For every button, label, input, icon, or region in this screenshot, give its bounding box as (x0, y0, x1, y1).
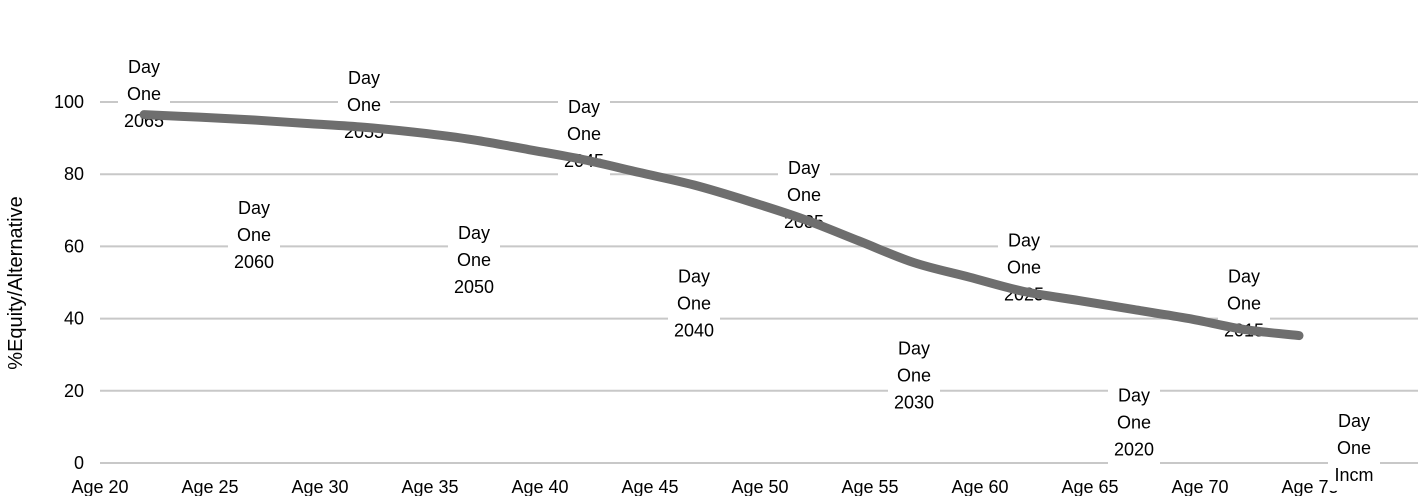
annotation-text: 2020 (1114, 440, 1154, 460)
annotation-text: Day (678, 266, 710, 286)
annotation-text: One (347, 95, 381, 115)
annotation-label: Day One 2060 (228, 192, 280, 278)
x-tick-label: Age 25 (181, 477, 238, 496)
annotations: DayOne2065DayOne2060DayOne2055DayOne2050… (118, 52, 1380, 491)
y-axis-ticks: 0 20 40 60 80 100 (54, 92, 84, 473)
annotation-text: One (1227, 293, 1261, 313)
y-axis-label: %Equity/Alternative (5, 196, 27, 369)
x-tick-label: Age 35 (401, 477, 458, 496)
annotation-text: Day (458, 223, 490, 243)
annotation-label: Day One 2030 (888, 333, 940, 419)
x-tick-label: Age 50 (731, 477, 788, 496)
annotation-background (668, 261, 720, 347)
gridlines (100, 101, 1418, 464)
annotation-text: One (677, 293, 711, 313)
annotation-text: Day (898, 339, 930, 359)
annotation-text: One (567, 124, 601, 144)
annotation-text: One (127, 84, 161, 104)
annotation-text: One (1337, 438, 1371, 458)
annotation-text: Incm (1334, 465, 1373, 485)
annotation-label: Day One Incm (1328, 405, 1380, 491)
annotation-text: One (1117, 413, 1151, 433)
x-tick-label: Age 55 (841, 477, 898, 496)
annotation-text: 2030 (894, 393, 934, 413)
y-tick-label: 80 (64, 164, 84, 184)
x-tick-label: Age 75 (1281, 477, 1338, 496)
annotation-text: Day (1228, 266, 1260, 286)
x-tick-label: Age 65 (1061, 477, 1118, 496)
annotation-background (228, 192, 280, 278)
annotation-background (1328, 405, 1380, 491)
x-tick-label: Age 20 (71, 477, 128, 496)
annotation-text: 2060 (234, 252, 274, 272)
x-tick-label: Age 70 (1171, 477, 1228, 496)
annotation-text: Day (568, 97, 600, 117)
y-tick-label: 40 (64, 309, 84, 329)
y-tick-label: 0 (74, 453, 84, 473)
annotation-text: One (457, 250, 491, 270)
annotation-background (118, 52, 170, 138)
annotation-text: One (787, 185, 821, 205)
annotation-text: Day (1008, 230, 1040, 250)
annotation-text: 2040 (674, 320, 714, 340)
y-tick-label: 100 (54, 92, 84, 112)
y-tick-label: 20 (64, 381, 84, 401)
x-tick-label: Age 30 (291, 477, 348, 496)
annotation-background (1108, 380, 1160, 466)
annotation-text: One (897, 366, 931, 386)
annotation-background (448, 218, 500, 304)
annotation-text: Day (348, 68, 380, 88)
x-tick-label: Age 40 (511, 477, 568, 496)
annotation-text: Day (128, 57, 160, 77)
annotation-background (888, 333, 940, 419)
annotation-text: One (1007, 257, 1041, 277)
annotation-text: Day (238, 198, 270, 218)
annotation-text: One (237, 225, 271, 245)
annotation-text: 2050 (454, 277, 494, 297)
series-line (139, 110, 1304, 341)
x-tick-label: Age 60 (951, 477, 1008, 496)
annotation-text: Day (788, 158, 820, 178)
annotation-text: Day (1118, 386, 1150, 406)
x-axis-ticks: Age 20 Age 25 Age 30 Age 35 Age 40 Age 45 Age … (71, 477, 1338, 496)
annotation-background (338, 62, 390, 148)
y-tick-label: 60 (64, 236, 84, 256)
annotation-label: Day One 2040 (668, 261, 720, 347)
annotation-label: Day One 2020 (1108, 380, 1160, 466)
annotation-text: Day (1338, 411, 1370, 431)
x-tick-label: Age 45 (621, 477, 678, 496)
annotation-label: Day One 2050 (448, 218, 500, 304)
